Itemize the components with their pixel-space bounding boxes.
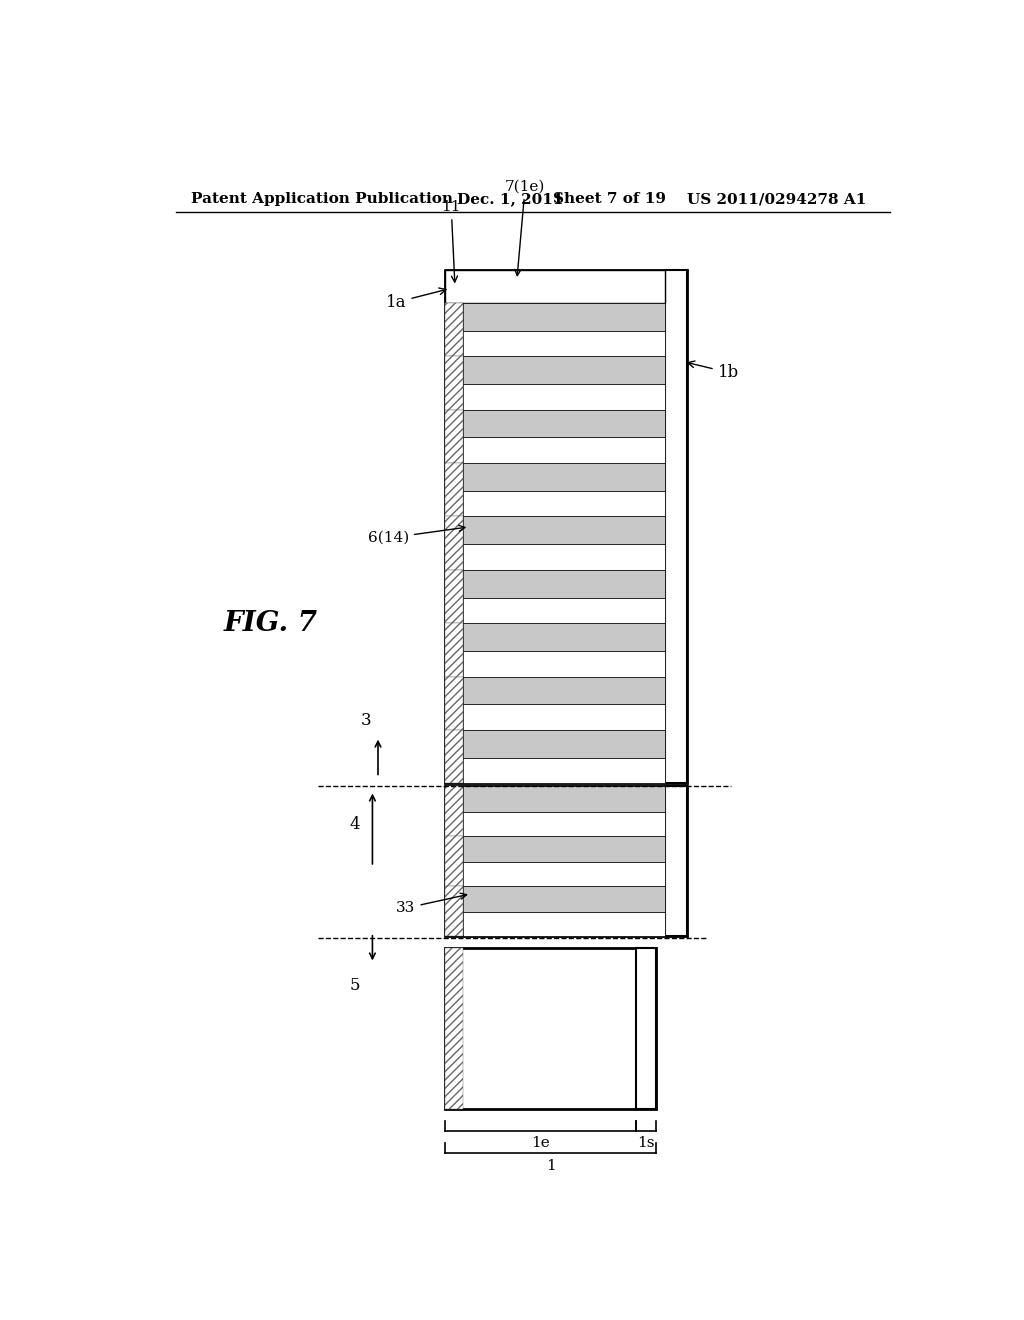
Bar	[463, 705, 666, 730]
Bar	[445, 516, 463, 570]
Bar	[445, 948, 463, 1109]
Bar	[666, 271, 687, 784]
Bar	[463, 491, 666, 516]
Text: US 2011/0294278 A1: US 2011/0294278 A1	[687, 191, 867, 206]
Bar	[445, 623, 463, 677]
Bar	[445, 271, 666, 302]
Bar	[445, 886, 463, 936]
Text: 5: 5	[350, 977, 360, 994]
Bar	[463, 912, 666, 936]
Bar	[463, 677, 666, 705]
Text: 33: 33	[396, 894, 467, 915]
Bar	[463, 463, 666, 491]
Bar	[445, 785, 463, 836]
Text: 1a: 1a	[386, 288, 446, 310]
Bar	[445, 836, 463, 886]
Bar	[463, 730, 666, 758]
Bar	[463, 862, 666, 886]
Bar	[463, 409, 666, 437]
Text: 6(14): 6(14)	[368, 525, 465, 545]
Bar	[463, 570, 666, 598]
Text: 1s: 1s	[637, 1137, 654, 1150]
Text: Sheet 7 of 19: Sheet 7 of 19	[553, 191, 666, 206]
Bar	[445, 356, 463, 409]
Bar	[463, 651, 666, 677]
Text: Dec. 1, 2011: Dec. 1, 2011	[458, 191, 564, 206]
Bar	[463, 886, 666, 912]
Bar	[463, 836, 666, 862]
Bar	[463, 812, 666, 836]
Text: 1e: 1e	[531, 1137, 550, 1150]
Bar	[463, 356, 666, 384]
Bar	[445, 302, 463, 356]
Bar	[445, 570, 463, 623]
Text: 1b: 1b	[688, 360, 739, 381]
Bar	[463, 623, 666, 651]
Bar	[445, 677, 463, 730]
Text: 11: 11	[441, 201, 461, 282]
Text: FIG. 7: FIG. 7	[223, 610, 317, 638]
Text: Patent Application Publication: Patent Application Publication	[191, 191, 454, 206]
Text: 1: 1	[546, 1159, 555, 1172]
Bar	[445, 948, 655, 1109]
Bar	[445, 463, 463, 516]
Bar	[463, 544, 666, 570]
Bar	[463, 384, 666, 409]
Bar	[463, 598, 666, 623]
Bar	[445, 409, 463, 463]
Bar	[463, 516, 666, 544]
Bar	[445, 271, 687, 784]
Bar	[463, 437, 666, 463]
Text: 3: 3	[360, 711, 372, 729]
Bar	[463, 330, 666, 356]
Bar	[445, 730, 463, 784]
Text: 4: 4	[349, 816, 360, 833]
Text: 7(1e): 7(1e)	[505, 180, 546, 276]
Bar	[463, 302, 666, 330]
Bar	[666, 785, 687, 936]
Bar	[445, 785, 687, 936]
Bar	[636, 948, 655, 1109]
Bar	[463, 758, 666, 784]
Bar	[463, 785, 666, 812]
